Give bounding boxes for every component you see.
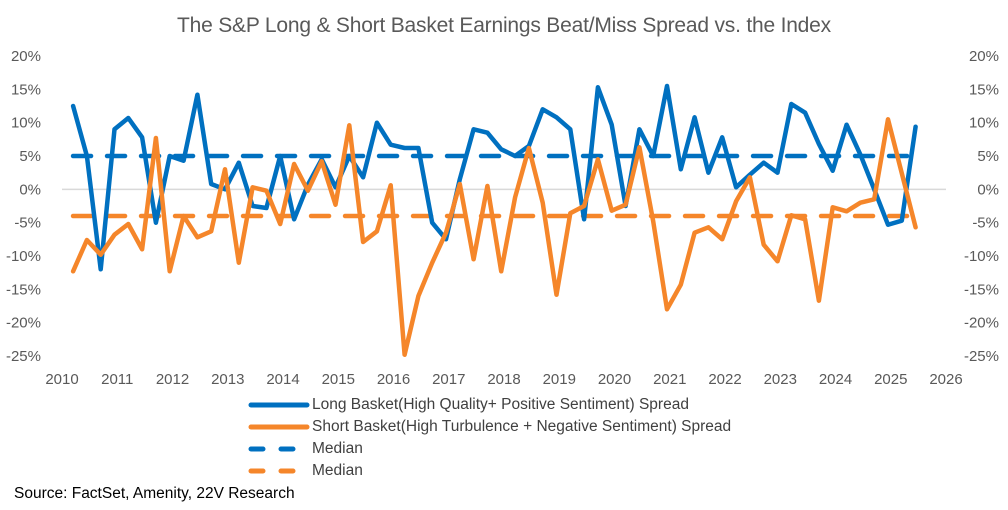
- y-tick-label-right: -20%: [964, 315, 999, 332]
- long-basket-line: [70, 83, 918, 272]
- y-axis-left: 20% 15% 10% 5% 0% -5% -10% -15% -20% -25%: [6, 48, 41, 365]
- x-tick-label: 2018: [487, 371, 520, 388]
- x-tick-label: 2022: [708, 371, 741, 388]
- y-tick-label-right: -15%: [964, 281, 999, 298]
- legend: Long Basket(High Quality+ Positive Senti…: [248, 394, 731, 482]
- legend-item: Median: [248, 438, 731, 460]
- x-tick-label: 2021: [653, 371, 686, 388]
- y-tick-label-left: 10%: [11, 115, 41, 132]
- legend-swatch: [248, 446, 310, 452]
- x-tick-label: 2023: [764, 371, 797, 388]
- legend-swatch: [248, 424, 310, 430]
- y-tick-label-right: -5%: [972, 215, 999, 232]
- series-layer: [70, 83, 918, 357]
- y-tick-label-left: -15%: [6, 281, 41, 298]
- chart-title: The S&P Long & Short Basket Earnings Bea…: [177, 14, 831, 37]
- y-tick-label-left: 0%: [19, 181, 41, 198]
- legend-label: Median: [312, 462, 363, 479]
- y-tick-label-right: 5%: [977, 148, 999, 165]
- y-tick-label-left: -25%: [6, 348, 41, 365]
- y-tick-label-left: -5%: [14, 215, 41, 232]
- legend-label: Median: [312, 440, 363, 457]
- y-tick-label-right: -10%: [964, 248, 999, 265]
- y-tick-label-left: 5%: [19, 148, 41, 165]
- x-axis: 2010 2011 2012 2013 2014 2015 2016 2017 2018 2019…: [45, 371, 962, 388]
- x-tick-label: 2016: [377, 371, 410, 388]
- x-tick-label: 2019: [543, 371, 576, 388]
- y-tick-label-left: 15%: [11, 81, 41, 98]
- x-tick-label: 2010: [45, 371, 78, 388]
- legend-swatch: [248, 468, 310, 474]
- short-basket-line: [70, 117, 918, 357]
- y-tick-label-left: -10%: [6, 248, 41, 265]
- x-tick-label: 2015: [322, 371, 355, 388]
- x-tick-label: 2020: [598, 371, 631, 388]
- x-tick-label: 2024: [819, 371, 852, 388]
- y-tick-label-right: 15%: [969, 81, 999, 98]
- x-tick-label: 2025: [874, 371, 907, 388]
- y-tick-label-right: 20%: [969, 48, 999, 65]
- x-tick-label: 2012: [156, 371, 189, 388]
- x-tick-label: 2017: [432, 371, 465, 388]
- y-tick-label-right: 10%: [969, 115, 999, 132]
- x-tick-label: 2013: [211, 371, 244, 388]
- source-note: Source: FactSet, Amenity, 22V Research: [14, 485, 295, 502]
- legend-item: Median: [248, 460, 731, 482]
- y-tick-label-right: 0%: [977, 181, 999, 198]
- legend-label: Short Basket(High Turbulence + Negative …: [312, 418, 732, 435]
- y-axis-right: 20% 15% 10% 5% 0% -5% -10% -15% -20% -25%: [964, 48, 999, 365]
- y-tick-label-left: 20%: [11, 48, 41, 65]
- y-tick-label-right: -25%: [964, 348, 999, 365]
- legend-item: Short Basket(High Turbulence + Negative …: [248, 416, 731, 438]
- legend-item: Long Basket(High Quality+ Positive Senti…: [248, 394, 731, 416]
- x-tick-label: 2026: [929, 371, 962, 388]
- y-tick-label-left: -20%: [6, 315, 41, 332]
- x-tick-label: 2014: [266, 371, 299, 388]
- x-tick-label: 2011: [101, 371, 133, 388]
- legend-label: Long Basket(High Quality+ Positive Senti…: [312, 396, 689, 413]
- legend-swatch: [248, 402, 310, 408]
